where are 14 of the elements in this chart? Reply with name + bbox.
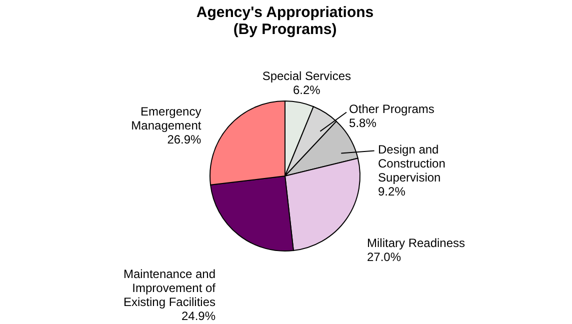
slice-label: Emergency Management xyxy=(131,104,202,133)
data-label: 5.8% xyxy=(349,116,377,130)
data-label: 27.0% xyxy=(366,250,402,264)
data-label: 24.9% xyxy=(181,308,216,323)
data-label: 6.2% xyxy=(293,83,321,98)
slice-label: Other Programs xyxy=(349,102,434,116)
slice-label: Design and Construction Supervision xyxy=(378,142,446,184)
data-label: 9.2% xyxy=(378,184,406,198)
slice-label: Military Readiness xyxy=(366,236,466,250)
slice-label: Maintenance and Improvement of Existing Facilities xyxy=(123,266,216,309)
slice-label: Special Services xyxy=(262,69,352,84)
text: Agency's Appropriations xyxy=(196,4,374,21)
text: (By Programs) xyxy=(233,21,337,38)
data-label: 26.9% xyxy=(167,132,202,147)
